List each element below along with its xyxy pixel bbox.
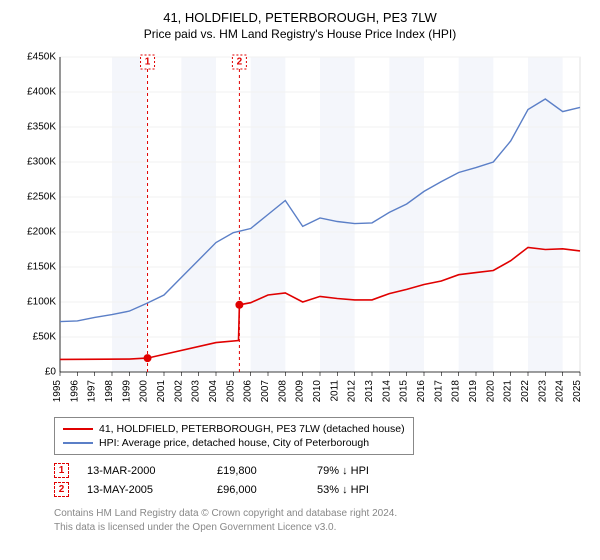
marker-id-box: 1 <box>54 463 69 478</box>
x-axis-label: 2005 <box>225 380 236 403</box>
legend-row: HPI: Average price, detached house, City… <box>63 436 405 450</box>
x-axis-label: 2006 <box>243 380 254 403</box>
marker-table: 1 13-MAR-2000£19,80079% ↓ HPI 2 13-MAY-2005… <box>54 461 586 499</box>
x-axis-label: 2007 <box>260 380 271 403</box>
x-axis-label: 2018 <box>451 380 462 403</box>
x-axis-label: 2024 <box>555 380 566 403</box>
chart-title: 41, HOLDFIELD, PETERBOROUGH, PE3 7LW <box>14 10 586 25</box>
marker-id-box: 2 <box>54 482 69 497</box>
y-axis-label: £200K <box>27 227 56 238</box>
chart-plot: £0 £50K £100K £150K £200K £250K £300K £350K £400… <box>14 49 586 409</box>
y-axis-label: £300K <box>27 157 56 168</box>
marker-row: 1 13-MAR-2000£19,80079% ↓ HPI <box>54 461 586 480</box>
x-axis-label: 2017 <box>433 380 444 403</box>
x-axis-label: 2022 <box>520 380 531 403</box>
x-axis-label: 2008 <box>277 380 288 403</box>
alt-band <box>528 57 563 372</box>
x-axis-label: 2013 <box>364 380 375 403</box>
marker-price: £19,800 <box>217 465 317 477</box>
x-axis-label: 2002 <box>173 380 184 403</box>
chart-container: 41, HOLDFIELD, PETERBOROUGH, PE3 7LW Pri… <box>0 0 600 542</box>
x-axis-label: 2021 <box>503 380 514 403</box>
alt-band <box>320 57 355 372</box>
sale-marker-id: 1 <box>145 57 151 68</box>
x-axis-label: 1998 <box>104 380 115 403</box>
legend-label: HPI: Average price, detached house, City… <box>99 437 369 449</box>
x-axis-label: 2019 <box>468 380 479 403</box>
attribution-line2: This data is licensed under the Open Gov… <box>54 522 336 533</box>
marker-row: 2 13-MAY-2005£96,00053% ↓ HPI <box>54 480 586 499</box>
chart-svg: £0 £50K £100K £150K £200K £250K £300K £350K £400… <box>14 49 586 409</box>
x-axis-label: 2003 <box>191 380 202 403</box>
alt-band <box>459 57 494 372</box>
x-axis-label: 2020 <box>485 380 496 403</box>
x-axis-label: 2001 <box>156 380 167 403</box>
y-axis-label: £400K <box>27 87 56 98</box>
marker-pct: 53% ↓ HPI <box>317 484 437 496</box>
sale-dot <box>144 354 152 362</box>
x-axis-label: 1999 <box>121 380 132 403</box>
x-axis-label: 2012 <box>347 380 358 403</box>
x-axis-label: 2016 <box>416 380 427 403</box>
legend-label: 41, HOLDFIELD, PETERBOROUGH, PE3 7LW (de… <box>99 423 405 435</box>
x-axis-label: 2015 <box>399 380 410 403</box>
x-axis-label: 2011 <box>329 380 340 402</box>
alt-band <box>389 57 424 372</box>
marker-date: 13-MAR-2000 <box>87 465 217 477</box>
alt-band <box>181 57 216 372</box>
y-axis-label: £0 <box>45 367 57 378</box>
x-axis-label: 2010 <box>312 380 323 403</box>
x-axis-label: 1997 <box>87 380 98 403</box>
marker-price: £96,000 <box>217 484 317 496</box>
legend-box: 41, HOLDFIELD, PETERBOROUGH, PE3 7LW (de… <box>54 417 414 455</box>
sale-dot <box>235 301 243 309</box>
x-axis-label: 2000 <box>139 380 150 403</box>
attribution-text: Contains HM Land Registry data © Crown c… <box>54 507 586 534</box>
y-axis-label: £50K <box>33 332 57 343</box>
y-axis-label: £350K <box>27 122 56 133</box>
x-axis-label: 2009 <box>295 380 306 403</box>
legend-swatch <box>63 442 93 444</box>
sale-marker-id: 2 <box>237 57 243 68</box>
x-axis-label: 2023 <box>537 380 548 403</box>
legend-swatch <box>63 428 93 430</box>
x-axis-label: 1995 <box>52 380 63 403</box>
attribution-line1: Contains HM Land Registry data © Crown c… <box>54 508 397 519</box>
marker-pct: 79% ↓ HPI <box>317 465 437 477</box>
alt-band <box>112 57 147 372</box>
x-axis-label: 1996 <box>69 380 80 403</box>
x-axis-label: 2025 <box>572 380 583 403</box>
y-axis-label: £450K <box>27 52 56 63</box>
y-axis-label: £100K <box>27 297 56 308</box>
x-axis-label: 2014 <box>381 380 392 403</box>
y-axis-label: £250K <box>27 192 56 203</box>
y-axis-label: £150K <box>27 262 56 273</box>
x-axis-label: 2004 <box>208 380 219 403</box>
chart-subtitle: Price paid vs. HM Land Registry's House … <box>14 27 586 41</box>
legend-row: 41, HOLDFIELD, PETERBOROUGH, PE3 7LW (de… <box>63 422 405 436</box>
marker-date: 13-MAY-2005 <box>87 484 217 496</box>
